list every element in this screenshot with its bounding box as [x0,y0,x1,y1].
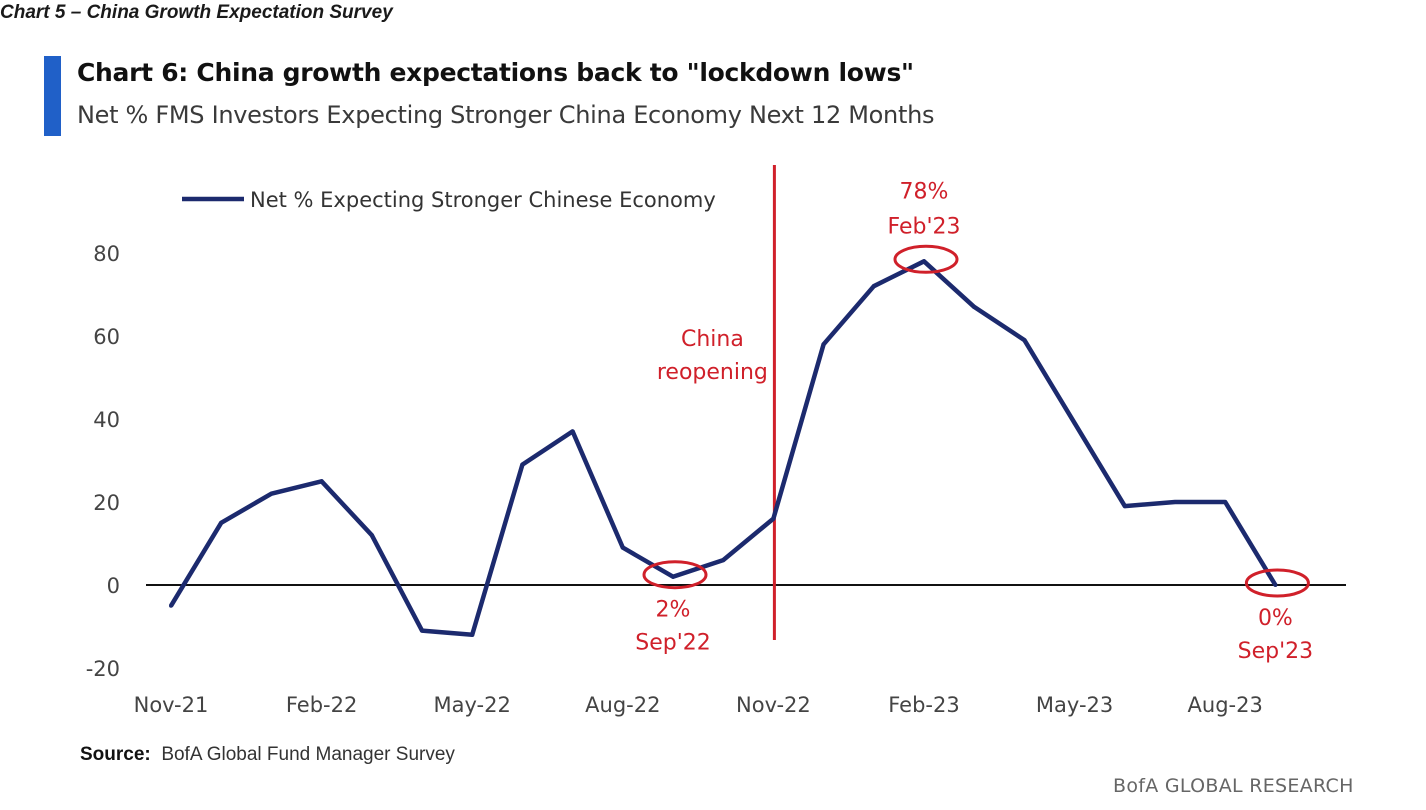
source-text: BofA Global Fund Manager Survey [161,744,455,765]
x-tick-label: Feb-23 [888,693,959,717]
data-point [1022,338,1027,343]
data-point [1173,500,1177,504]
data-point [1072,421,1077,426]
data-point [319,479,324,484]
y-axis-ticks: 80 60 40 20 0 -20 [86,242,120,681]
x-tick-label: Aug-22 [585,693,660,717]
china-reopening-label-line2: reopening [657,360,768,385]
annotation-ellipse [1244,568,1310,598]
x-tick-label: Aug-23 [1188,693,1263,717]
x-tick-label: Feb-22 [286,693,357,717]
data-point [1273,583,1278,587]
data-point [470,632,475,637]
data-point [269,491,274,496]
legend-label: Net % Expecting Stronger Chinese Economy [250,188,716,212]
source-label: Source: [80,744,151,765]
annotation-value-label: 0% [1258,606,1293,631]
data-point [219,520,224,525]
x-tick-label: May-23 [1036,693,1113,717]
data-point [169,603,173,608]
x-tick-label: Nov-21 [134,693,209,717]
x-tick-label: May-22 [434,693,511,717]
series-points [169,259,1278,637]
x-tick-label: Nov-22 [736,693,811,717]
annotation-date-label: Feb'23 [888,214,961,239]
china-reopening-label-line1: China [681,327,744,352]
annotation-ellipse [893,244,959,274]
data-point [620,545,625,550]
chart-subtitle: Net % FMS Investors Expecting Stronger C… [77,101,935,129]
chart-title: Chart 6: China growth expectations back … [77,58,914,87]
legend: Net % Expecting Stronger Chinese Economy [182,188,716,212]
x-axis-ticks: Nov-21 Feb-22 May-22 Aug-22 Nov-22 Feb-23 May-… [134,693,1263,717]
data-point [721,558,726,563]
data-point [671,574,675,579]
footer-brand: BofA GLOBAL RESEARCH [1113,775,1354,797]
series-line [169,259,1278,638]
data-point [972,304,977,309]
y-tick-label: 0 [107,574,120,598]
data-point [771,516,776,521]
data-point [420,628,424,633]
data-point [871,284,876,289]
y-tick-label: 80 [93,242,120,266]
data-point [922,259,926,264]
data-point [1223,500,1228,504]
data-point [369,533,374,538]
data-point [821,342,826,347]
source-note: Source: BofA Global Fund Manager Survey [80,744,455,766]
annotations: 78% Feb'23 2% Sep'22 0% Sep'23 [635,179,1313,664]
data-point [570,429,575,434]
annotation-value-label: 2% [656,598,691,623]
annotation-date-label: Sep'22 [635,631,711,656]
annotation-date-label: Sep'23 [1238,639,1314,664]
y-tick-label: -20 [86,657,120,681]
data-point [520,462,525,467]
y-tick-label: 20 [93,491,120,515]
y-tick-label: 60 [93,325,120,349]
data-point [1122,504,1127,509]
title-accent-bar [44,56,61,136]
annotation-ellipse [642,560,708,590]
top-caption: Chart 5 – China Growth Expectation Surve… [0,2,393,23]
annotation-value-label: 78% [900,179,949,204]
y-tick-label: 40 [93,408,120,432]
